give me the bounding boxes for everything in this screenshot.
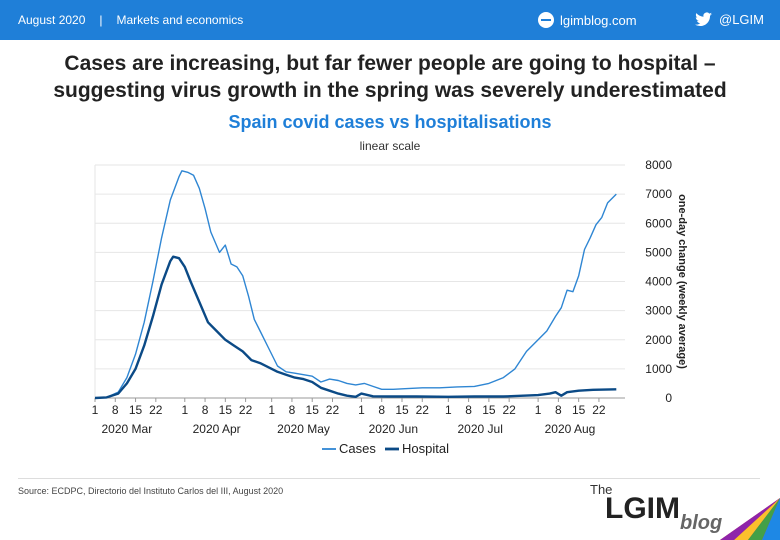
x-tick-label: 15 <box>306 403 320 417</box>
y-axis-title: one-day change (weekly average) <box>676 194 688 369</box>
x-month-label: 2020 Apr <box>193 422 241 436</box>
x-tick-label: 1 <box>181 403 188 417</box>
x-tick-label: 22 <box>592 403 606 417</box>
x-tick-label: 1 <box>445 403 452 417</box>
x-tick-label: 1 <box>268 403 275 417</box>
x-month-label: 2020 Jul <box>458 422 503 436</box>
x-month-label: 2020 May <box>277 422 330 436</box>
section-name: Markets and economics <box>116 13 244 27</box>
x-tick-label: 1 <box>358 403 365 417</box>
y-tick-label: 8000 <box>645 158 672 172</box>
x-tick-label: 22 <box>326 403 340 417</box>
y-tick-label: 7000 <box>645 187 672 201</box>
x-tick-label: 15 <box>129 403 143 417</box>
blog-link[interactable]: lgimblog.com <box>538 12 637 28</box>
source-note: Source: ECDPC, Directorio del Instituto … <box>18 486 284 496</box>
headline-line-1: Cases are increasing, but far fewer peop… <box>64 52 716 75</box>
twitter-link[interactable]: @LGIM <box>695 12 764 27</box>
y-tick-label: 1000 <box>645 362 672 376</box>
x-tick-label: 15 <box>482 403 496 417</box>
headline: Cases are increasing, but far fewer peop… <box>0 50 780 104</box>
x-tick-label: 1 <box>92 403 99 417</box>
legend-label-hospital: Hospital <box>402 441 449 456</box>
y-tick-label: 6000 <box>645 216 672 230</box>
logo-the: The <box>590 482 613 497</box>
x-tick-label: 15 <box>395 403 409 417</box>
globe-icon <box>538 12 554 28</box>
logo-blog: blog <box>680 512 723 534</box>
top-banner: August 2020 | Markets and economics lgimbl… <box>0 0 780 40</box>
twitter-handle: @LGIM <box>719 12 764 27</box>
publish-date: August 2020 <box>18 13 86 27</box>
y-tick-label: 3000 <box>645 304 672 318</box>
x-tick-label: 8 <box>202 403 209 417</box>
x-month-label: 2020 Aug <box>545 422 596 436</box>
series-line-hospital <box>94 255 617 400</box>
x-tick-label: 22 <box>239 403 253 417</box>
x-tick-label: 15 <box>572 403 586 417</box>
series-line-cases <box>94 170 617 399</box>
x-month-label: 2020 Mar <box>102 422 153 436</box>
x-tick-label: 22 <box>502 403 516 417</box>
y-tick-label: 2000 <box>645 333 672 347</box>
umbrella-logo-icon <box>720 498 780 540</box>
x-tick-label: 1 <box>535 403 542 417</box>
x-tick-label: 22 <box>416 403 430 417</box>
x-tick-label: 8 <box>465 403 472 417</box>
x-tick-label: 8 <box>112 403 119 417</box>
chart-subtitle: linear scale <box>359 139 421 153</box>
legend-label-cases: Cases <box>339 441 376 456</box>
y-tick-label: 5000 <box>645 245 672 259</box>
blog-url: lgimblog.com <box>560 12 637 28</box>
y-tick-label: 0 <box>665 391 672 405</box>
x-tick-label: 22 <box>149 403 163 417</box>
headline-line-2: suggesting virus growth in the spring wa… <box>53 79 727 102</box>
x-tick-label: 8 <box>289 403 296 417</box>
x-tick-label: 15 <box>219 403 233 417</box>
divider <box>18 478 760 479</box>
twitter-icon <box>695 12 712 27</box>
logo-wordmark: LGIM <box>605 492 680 525</box>
x-tick-label: 8 <box>378 403 385 417</box>
chart-title: Spain covid cases vs hospitalisations <box>228 112 552 132</box>
y-tick-label: 4000 <box>645 275 672 289</box>
banner-meta: August 2020 | Markets and economics <box>18 13 244 27</box>
x-month-label: 2020 Jun <box>369 422 418 436</box>
x-tick-label: 8 <box>555 403 562 417</box>
